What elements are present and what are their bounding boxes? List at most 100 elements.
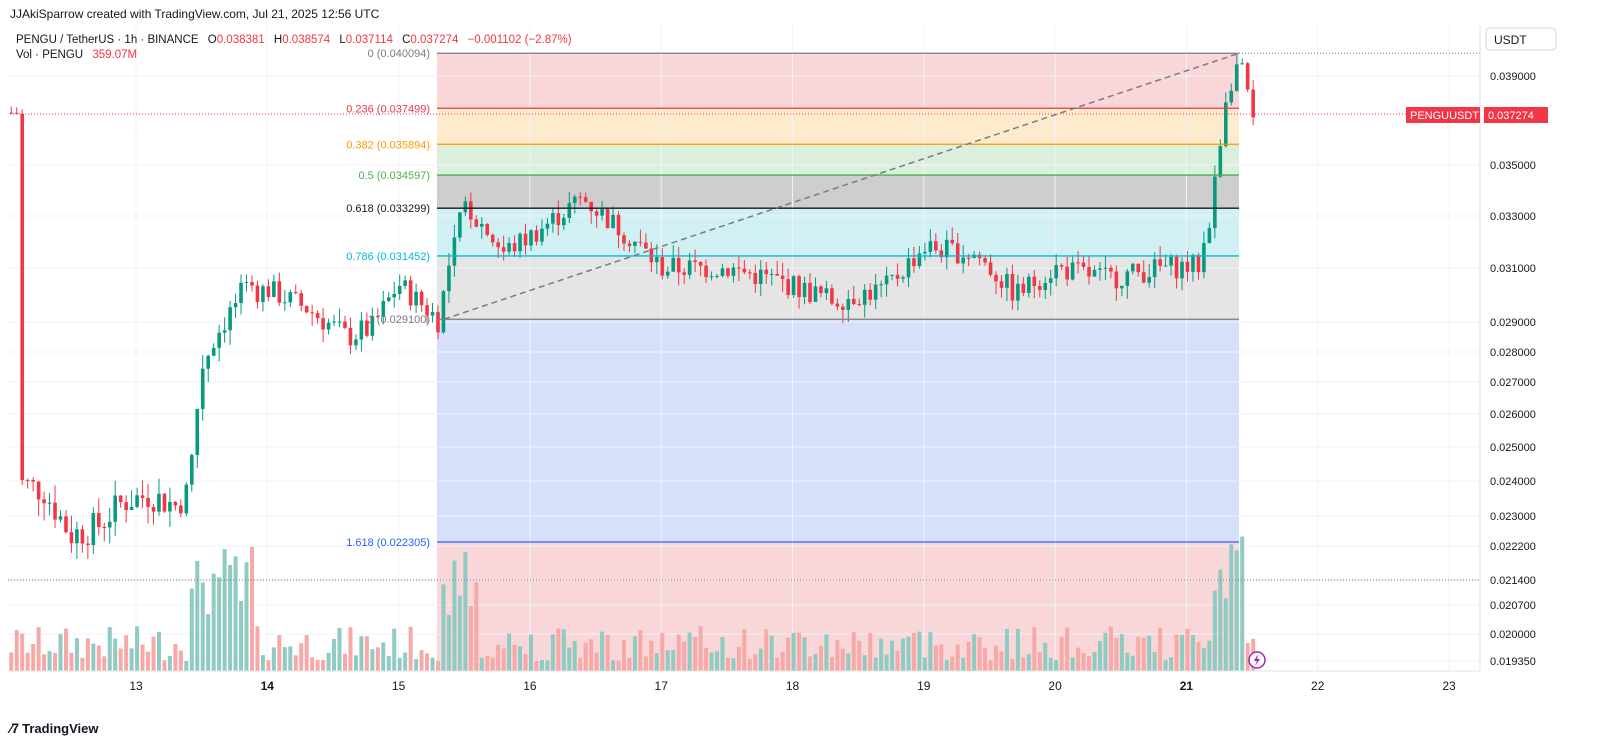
volume-bar [846, 653, 851, 671]
legend-volume-value: 359.07M [92, 49, 137, 61]
volume-bar [665, 650, 670, 671]
volume-bar [266, 660, 271, 671]
volume-bar [1180, 634, 1185, 671]
volume-bar [156, 631, 161, 671]
volume-bar [9, 652, 14, 671]
candle-body [512, 243, 517, 252]
candle-body [704, 265, 708, 278]
candle-body [179, 505, 183, 514]
candle-body [890, 274, 894, 276]
volume-bar [167, 655, 172, 671]
volume-bar [671, 649, 676, 671]
candle-body [676, 257, 681, 273]
candle-body [20, 113, 25, 480]
volume-bar [430, 657, 435, 671]
candle-body [988, 262, 993, 275]
tradingview-logo[interactable]: ⁄7 TradingView [10, 720, 98, 736]
fib-level-label: 1.618 (0.022305) [346, 537, 430, 549]
candle-body [1207, 228, 1212, 244]
candle-body [551, 213, 555, 224]
candle-body [233, 303, 238, 308]
candle-body [113, 495, 118, 522]
candle-body [622, 235, 626, 244]
volume-bar [1147, 635, 1152, 671]
lightning-icon[interactable] [1248, 651, 1266, 669]
candle-body [228, 307, 232, 331]
candle-body [458, 212, 462, 238]
volume-bar [1092, 651, 1097, 671]
volume-bar [386, 656, 391, 671]
legend-high-value: 0.038574 [282, 34, 331, 46]
volume-bar [222, 549, 227, 671]
fib-zone [437, 144, 1239, 176]
volume-bar [851, 632, 856, 671]
volume-bar [392, 628, 397, 671]
price-tick-label: 0.020700 [1490, 600, 1536, 612]
candle-body [934, 241, 938, 251]
volume-bar [950, 656, 955, 671]
volume-bar [91, 643, 96, 671]
volume-bar [85, 638, 90, 671]
volume-bar [1103, 632, 1108, 671]
candle-body [474, 219, 479, 227]
candle-body [332, 321, 336, 323]
candle-body [326, 322, 331, 330]
volume-bar [239, 601, 244, 671]
candle-body [1147, 277, 1151, 283]
price-axis[interactable]: USDT 0.039000 0.035000 0.033000 0.031000 0.0… [1479, 25, 1557, 671]
candle-body [616, 214, 621, 236]
volume-bar [808, 656, 813, 671]
volume-bar [621, 639, 626, 671]
volume-bar [961, 657, 966, 671]
candle-body [162, 493, 167, 512]
candle-body [348, 327, 353, 346]
candle-body [1152, 259, 1157, 278]
legend-close-value: 0.037274 [410, 34, 459, 46]
candle-body [682, 272, 686, 275]
volume-bar [1004, 628, 1009, 671]
volume-bar [228, 565, 233, 671]
volume-bar [162, 660, 167, 671]
candle-body [1136, 263, 1141, 273]
volume-bar [1015, 628, 1020, 671]
candle-body [1043, 282, 1048, 291]
candle-body [545, 223, 550, 229]
price-tick-label: 0.024000 [1490, 476, 1536, 488]
time-tick-label: 21 [1180, 679, 1194, 693]
fib-zone [437, 53, 1239, 109]
volume-bar [818, 645, 823, 671]
candle-body [830, 288, 834, 304]
candle-body [397, 285, 402, 294]
volume-bar [649, 640, 654, 671]
candle-body [64, 516, 68, 533]
fib-zone [437, 255, 1239, 320]
candle-body [75, 529, 79, 544]
candle-body [1218, 146, 1223, 177]
legend-open-value: 0.038381 [217, 34, 265, 46]
fib-level-label: 0.5 (0.034597) [358, 170, 430, 182]
time-axis[interactable]: 13 14 15 16 17 18 19 20 21 22 23 [8, 670, 1480, 693]
candle-body [1229, 90, 1234, 103]
candle-body [693, 260, 697, 262]
candle-body [1196, 254, 1201, 273]
currency-button[interactable] [1485, 27, 1557, 51]
volume-bar [605, 634, 610, 671]
candle-body [671, 257, 676, 272]
fib-level-label: 0.618 (0.033299) [346, 203, 430, 215]
candle-body [611, 214, 615, 229]
volume-bar [1201, 648, 1206, 671]
volume-bar [63, 628, 68, 671]
candle-body [999, 281, 1004, 288]
candle-body [824, 288, 829, 294]
volume-bar [1065, 627, 1070, 671]
candle-body [1163, 265, 1168, 267]
volume-bar [928, 632, 933, 671]
candle-body [135, 495, 139, 507]
candle-body [206, 355, 211, 369]
candle-body [950, 239, 955, 244]
volume-bar [507, 633, 512, 671]
candle-body [698, 261, 703, 266]
candle-body [835, 303, 840, 307]
candle-body [447, 265, 451, 292]
